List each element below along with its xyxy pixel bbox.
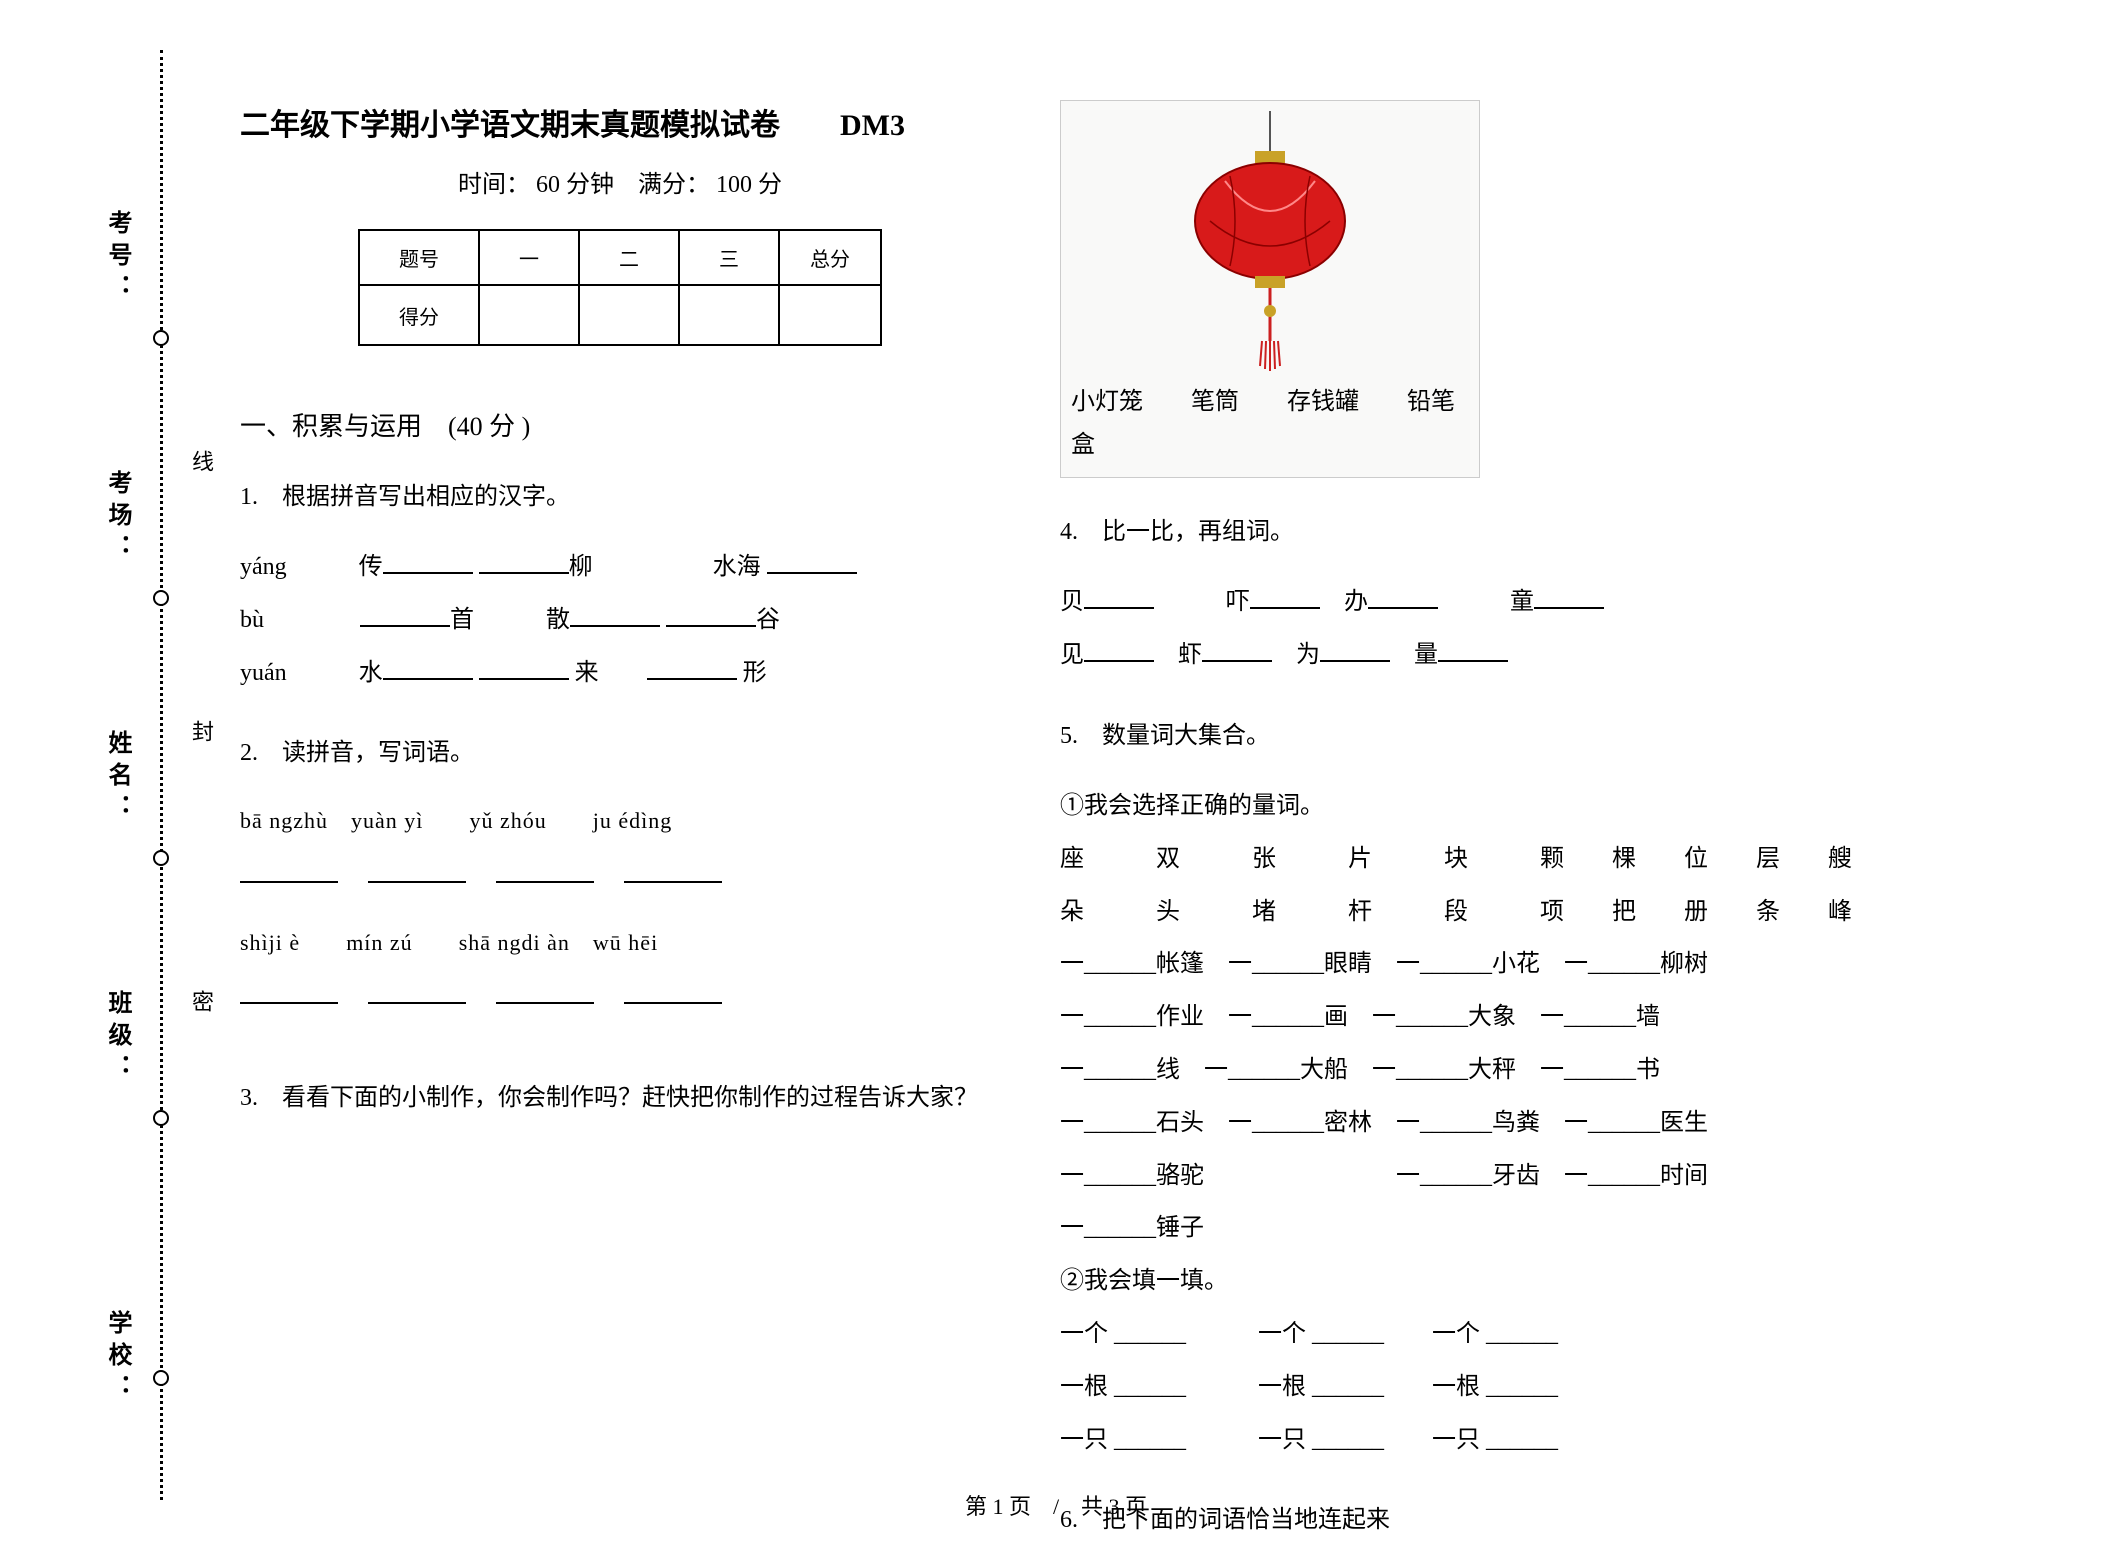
q5-fill-line: 一______作业 一______画 一______大象 一______墙 (1060, 991, 1960, 1044)
answer-row (240, 971, 1000, 1024)
q5-fill-line: 一______锤子 (1060, 1202, 1960, 1255)
q5-fill-line: 一______线 一______大船 一______大秤 一______书 (1060, 1044, 1960, 1097)
pinyin-word: yǔ zhóu (469, 808, 546, 833)
lantern-box: 小灯笼 笔筒 存钱罐 铅笔盒 (1060, 100, 1480, 478)
table-head-cell: 题号 (359, 230, 479, 285)
q5-fill-line: 一______帐篷 一______眼睛 一______小花 一______柳树 (1060, 938, 1960, 991)
binding-dot (153, 1110, 169, 1126)
exam-title: 二年级下学期小学语文期末真题模拟试卷 DM3 (240, 100, 1000, 144)
table-cell (479, 285, 579, 345)
right-column: 小灯笼 笔筒 存钱罐 铅笔盒 4. 比一比，再组词。 贝 吓 办 童 见 虾 为… (1060, 100, 1960, 1564)
pinyin-word: mín zú (346, 930, 413, 955)
pinyin-word: bā ngzhù (240, 808, 328, 833)
pinyin-label: bù (240, 607, 264, 633)
label-school: 学校： (100, 1310, 135, 1406)
seal-line: 线 (185, 450, 217, 472)
answer-row (240, 850, 1000, 903)
q5-fill2-line: 一根 ______ 一根 ______ 一根 ______ (1060, 1361, 1960, 1414)
binding-dot (153, 590, 169, 606)
page-footer: 第 1 页 / 共 3 页 (0, 1489, 2112, 1521)
pinyin-word: wū hēi (593, 930, 658, 955)
seal-feng: 封 (185, 720, 217, 742)
lantern-options: 小灯笼 笔筒 存钱罐 铅笔盒 (1071, 381, 1469, 467)
table-head-cell: 总分 (779, 230, 881, 285)
q1-line: yuán 水 来 形 (240, 647, 1000, 700)
table-head-cell: 二 (579, 230, 679, 285)
q5-fill2-line: 一只 ______ 一只 ______ 一只 ______ (1060, 1414, 1960, 1467)
label-class: 班级： (100, 990, 135, 1086)
pinyin-word: yuàn yì (351, 808, 423, 833)
table-score-label: 得分 (359, 285, 479, 345)
label-exam-room: 考场： (100, 470, 135, 566)
pinyin-label: yuán (240, 660, 287, 686)
content-area: 二年级下学期小学语文期末真题模拟试卷 DM3 时间： 60 分钟 满分： 100… (240, 100, 2032, 1564)
q5-fill2-line: 一个 ______ 一个 ______ 一个 ______ (1060, 1308, 1960, 1361)
table-cell (679, 285, 779, 345)
left-column: 二年级下学期小学语文期末真题模拟试卷 DM3 时间： 60 分钟 满分： 100… (240, 100, 1000, 1564)
q5-part1: ①我会选择正确的量词。 (1060, 780, 1960, 833)
score-table: 题号 一 二 三 总分 得分 (358, 229, 882, 346)
lantern-icon (1170, 111, 1370, 371)
pinyin-word: ju édìng (593, 808, 673, 833)
q5-title: 5. 数量词大集合。 (1060, 712, 1960, 760)
table-cell (779, 285, 881, 345)
exam-subtitle: 时间： 60 分钟 满分： 100 分 (240, 164, 1000, 199)
q1-title: 1. 根据拼音写出相应的汉字。 (240, 473, 1000, 521)
table-row: 题号 一 二 三 总分 (359, 230, 881, 285)
q1-line: bù 首 散 谷 (240, 594, 1000, 647)
binding-margin: 考号： 考场： 姓名： 班级： 学校： 线 封 密 (100, 50, 180, 1500)
table-cell (579, 285, 679, 345)
pinyin-row: shìji è mín zú shā ngdi àn wū hēi (240, 919, 1000, 967)
q5-bank2: 朵 头 堵 杆 段 项 把 册 条 峰 (1060, 886, 1960, 939)
pinyin-row: bā ngzhù yuàn yì yǔ zhóu ju édìng (240, 797, 1000, 845)
seal-mi: 密 (185, 990, 217, 1012)
q4-row: 见 虾 为 量 (1060, 629, 1960, 682)
q4-body: 贝 吓 办 童 见 虾 为 量 (1060, 576, 1960, 682)
q3-title: 3. 看看下面的小制作，你会制作吗？赶快把你制作的过程告诉大家？ (240, 1074, 1000, 1122)
q1-line: yáng 传 柳 水海 (240, 541, 1000, 594)
pinyin-label: yáng (240, 554, 287, 580)
pinyin-word: shìji è (240, 930, 300, 955)
table-head-cell: 三 (679, 230, 779, 285)
q5-bank1: 座 双 张 片 块 颗 棵 位 层 艘 (1060, 833, 1960, 886)
q5-part2: ②我会填一填。 (1060, 1255, 1960, 1308)
q2-title: 2. 读拼音，写词语。 (240, 729, 1000, 777)
q2-body: bā ngzhù yuàn yì yǔ zhóu ju édìng shìji … (240, 797, 1000, 1023)
section-1-head: 一、积累与运用 (40 分 ) (240, 406, 1000, 443)
q4-title: 4. 比一比，再组词。 (1060, 508, 1960, 556)
table-head-cell: 一 (479, 230, 579, 285)
binding-dot (153, 330, 169, 346)
binding-dot (153, 1370, 169, 1386)
table-row: 得分 (359, 285, 881, 345)
q5-fill-line: 一______石头 一______密林 一______鸟粪 一______医生 (1060, 1097, 1960, 1150)
label-exam-number: 考号： (100, 210, 135, 306)
q1-body: yáng 传 柳 水海 bù 首 散 谷 yuán 水 来 形 (240, 541, 1000, 699)
pinyin-word: shā ngdi àn (459, 930, 570, 955)
binding-dot (153, 850, 169, 866)
q5-fill-line: 一______骆驼 一______牙齿 一______时间 (1060, 1150, 1960, 1203)
q5-body: ①我会选择正确的量词。 座 双 张 片 块 颗 棵 位 层 艘 朵 头 堵 杆 … (1060, 780, 1960, 1466)
dotted-binding-line (160, 50, 163, 1500)
label-name: 姓名： (100, 730, 135, 826)
q4-row: 贝 吓 办 童 (1060, 576, 1960, 629)
